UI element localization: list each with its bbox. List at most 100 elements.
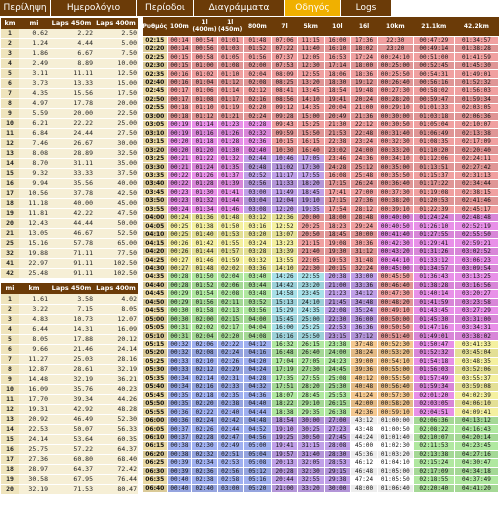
- time-cell: 01:50: [191, 272, 218, 282]
- table-row: 19 11.81 42.22 47.50: [1, 208, 138, 220]
- time-cell: 00:23: [166, 196, 193, 206]
- time-cell: 29:10: [296, 398, 325, 409]
- time-cell: 17:24: [350, 52, 378, 62]
- km-cell: 102.50: [94, 258, 138, 270]
- time-cell: 01:26: [216, 128, 244, 138]
- time-cell: 01:34:57: [453, 35, 500, 45]
- pace-header-cell: 10km: [377, 17, 414, 36]
- time-cell: 00:36: [166, 407, 193, 417]
- time-cell: 01:01:33: [412, 103, 455, 113]
- time-cell: 03:56: [242, 305, 273, 316]
- time-cell: 01:05:04: [412, 120, 455, 130]
- time-cell: 00:17: [166, 94, 193, 105]
- time-cell: 32:30: [296, 466, 325, 477]
- mi-cell: 28.16: [94, 354, 138, 365]
- km-cell: 22.22: [49, 118, 94, 130]
- table-row: 02:25 00:15 00:58 01:05 01:56 07:37 12:05 16:53…: [142, 52, 500, 62]
- pace-value-cell: 05:35: [142, 373, 168, 384]
- km-cell: 22.50: [94, 108, 138, 120]
- time-cell: 01:06: [191, 86, 218, 96]
- time-cell: 27:36: [350, 196, 378, 206]
- time-cell: 18:00: [350, 60, 378, 71]
- time-cell: 00:53:20: [376, 348, 414, 358]
- time-cell: 00:52:45: [412, 60, 455, 71]
- km-cell: 2: [1, 38, 19, 50]
- tab-2[interactable]: Περίοδοι: [137, 0, 193, 16]
- time-cell: 28:12: [350, 204, 378, 215]
- tab-1[interactable]: Ημερολόγιο: [51, 0, 136, 16]
- mi-cell: 16: [1, 444, 19, 455]
- time-cell: 01:02: [191, 69, 218, 79]
- tab-3[interactable]: Διαγράμματα: [194, 0, 284, 16]
- time-cell: 02:22: [191, 407, 218, 417]
- km-cell: 57.78: [49, 238, 94, 250]
- mi-cell: 80.47: [94, 484, 138, 495]
- pace-value-cell: 04:00: [142, 212, 168, 223]
- time-cell: 28:45: [296, 390, 325, 401]
- time-cell: 04:56: [242, 432, 273, 443]
- time-cell: 04:30:47: [453, 458, 500, 468]
- time-cell: 16:10: [323, 43, 352, 54]
- time-cell: 27:23: [323, 424, 352, 434]
- mi-cell: 52.30: [94, 414, 138, 425]
- mi-cell: 60.35: [94, 434, 138, 445]
- pace-header-cell: 100m: [167, 17, 192, 36]
- time-cell: 00:24:10: [376, 52, 414, 62]
- time-cell: 02:17:09: [453, 136, 500, 147]
- km-cell: 37.50: [94, 168, 138, 180]
- time-cell: 11:02: [271, 162, 298, 172]
- time-cell: 00:30: [166, 314, 193, 324]
- time-cell: 18:20: [296, 179, 325, 189]
- time-cell: 17:05: [296, 153, 325, 164]
- table-row: 02:40 00:16 01:04 01:12 02:08 08:25 13:20 18:30…: [142, 77, 500, 88]
- tab-4[interactable]: Οδηγός: [285, 0, 340, 16]
- conversion-panel: km mi Laps 450m Laps 400m 1 0.62 2.22 2.50 2 1.2…: [1, 18, 138, 499]
- mi-cell: 15: [1, 434, 19, 445]
- time-cell: 00:48:20: [376, 297, 414, 308]
- time-cell: 03:12: [242, 212, 273, 223]
- time-cell: 00:27:30: [376, 86, 414, 96]
- time-cell: 22:08: [323, 305, 352, 316]
- time-cell: 04:20: [242, 356, 273, 367]
- mi-cell: 17: [1, 454, 19, 465]
- mi-cell: 1.61: [19, 294, 49, 305]
- time-cell: 27:05: [296, 356, 325, 367]
- time-cell: 16:08: [323, 170, 352, 181]
- km-cell: 33.33: [49, 168, 94, 180]
- time-cell: 02:10:07: [412, 432, 455, 443]
- time-cell: 02:06:36: [412, 415, 455, 426]
- time-cell: 14:10: [271, 263, 298, 274]
- time-cell: 31:48: [350, 255, 378, 265]
- time-cell: 03:34:31: [453, 322, 500, 333]
- time-cell: 02:17: [216, 322, 244, 333]
- time-cell: 14:26: [271, 272, 298, 282]
- km-cell: 8.08: [19, 148, 49, 160]
- km-cell: 35.00: [94, 158, 138, 170]
- time-cell: 00:30: [166, 305, 193, 316]
- mi-cell: 17.88: [49, 334, 94, 345]
- tab-5[interactable]: Logs: [341, 0, 391, 16]
- table-row: 7 4.35 15.56 17.50: [1, 88, 138, 100]
- time-cell: 03:48: [242, 289, 273, 299]
- time-cell: 25:30: [323, 382, 352, 392]
- time-cell: 01:59:34: [453, 94, 500, 105]
- time-cell: 26:15: [323, 398, 352, 409]
- km-cell: 20: [1, 218, 19, 230]
- time-cell: 27:00: [323, 415, 352, 426]
- km-cell: 22.97: [19, 258, 49, 270]
- tab-0[interactable]: Περίληψη: [0, 0, 50, 16]
- table-row: 14 22.53 50.07 56.33: [1, 424, 138, 435]
- mi-cell: 6: [1, 344, 19, 355]
- mi-cell: 11: [1, 394, 19, 405]
- time-cell: 03:28: [242, 246, 273, 257]
- km-cell: 37.78: [49, 188, 94, 200]
- time-cell: 25:12: [350, 162, 378, 172]
- time-cell: 23:15: [323, 331, 352, 341]
- km-cell: 9.32: [19, 168, 49, 180]
- time-cell: 01:52: [242, 43, 273, 54]
- time-cell: 01:02:30: [376, 441, 414, 451]
- time-cell: 00:47:29: [412, 35, 455, 45]
- time-cell: 17:04: [271, 356, 298, 367]
- time-cell: 01:01: [216, 35, 244, 45]
- mi-cell: 57.22: [49, 444, 94, 455]
